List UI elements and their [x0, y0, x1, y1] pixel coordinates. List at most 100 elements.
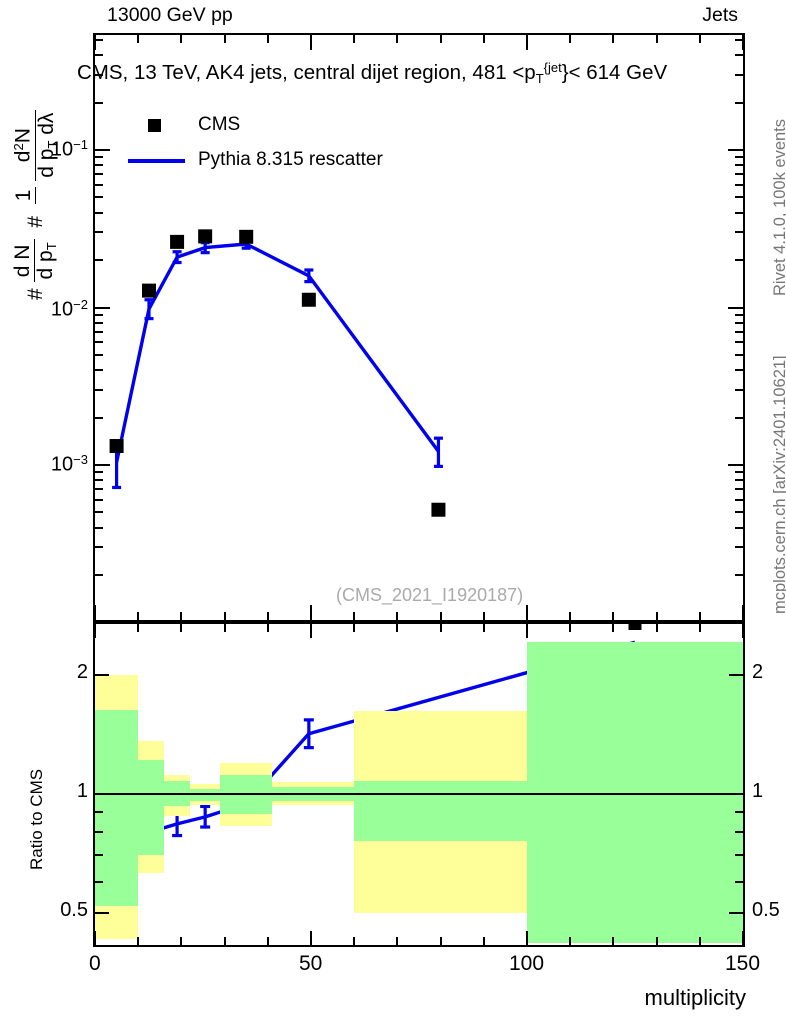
data-point-marker	[170, 234, 185, 249]
analysis-group-label: Jets	[702, 4, 738, 26]
axis-tick	[735, 574, 743, 577]
axis-tick	[735, 73, 743, 76]
ratio-tick-label-left: 2	[76, 661, 88, 683]
legend-label-cms: CMS	[198, 114, 241, 135]
axis-tick	[728, 306, 743, 309]
axis-tick	[95, 488, 103, 491]
axis-tick	[735, 353, 743, 356]
axis-tick	[95, 574, 103, 577]
data-point-marker	[239, 229, 254, 244]
axis-tick	[95, 912, 109, 914]
axis-tick	[137, 612, 140, 620]
axis-tick	[735, 479, 743, 482]
axis-tick	[482, 612, 485, 620]
axis-tick	[735, 54, 743, 57]
axis-tick	[95, 854, 103, 857]
axis-tick	[612, 35, 615, 43]
main-data-overlay	[109, 229, 446, 517]
axis-tick	[95, 526, 103, 529]
axis-tick	[95, 156, 103, 159]
axis-tick	[735, 321, 743, 324]
axis-tick	[735, 488, 743, 491]
axis-tick	[729, 793, 743, 795]
axis-tick	[95, 793, 109, 795]
axis-tick	[137, 624, 140, 632]
main-plot-panel	[93, 33, 745, 622]
axis-tick	[180, 937, 183, 945]
beam-energy-label: 13000 GeV pp	[107, 4, 233, 26]
mc-errorbar	[304, 268, 314, 284]
axis-tick	[655, 612, 658, 620]
axis-tick	[95, 101, 103, 104]
axis-tick	[310, 624, 312, 638]
axis-tick	[95, 369, 103, 372]
plot-title-suffix: }< 614 GeV	[561, 60, 668, 84]
axis-tick	[735, 831, 743, 834]
axis-tick	[742, 624, 744, 638]
mc-errorbar	[172, 250, 182, 265]
data-point-marker	[198, 229, 213, 244]
axis-tick	[735, 231, 743, 234]
axis-tick	[95, 149, 110, 151]
mc-line	[114, 242, 440, 463]
rivet-credit-label: Rivet 4.1.0, 100k events	[771, 118, 786, 296]
plot-title-sub: T	[535, 70, 544, 86]
axis-tick	[353, 35, 356, 43]
axis-tick	[735, 330, 743, 333]
axis-tick	[95, 498, 103, 501]
axis-tick	[729, 912, 743, 914]
axis-tick	[526, 931, 528, 945]
legend-marker-square-icon	[148, 119, 161, 132]
axis-tick	[735, 313, 743, 316]
axis-tick	[735, 854, 743, 857]
axis-tick	[95, 73, 103, 76]
axis-tick	[735, 388, 743, 391]
axis-tick	[95, 471, 103, 474]
axis-tick	[728, 149, 743, 151]
axis-tick	[95, 54, 103, 57]
plot-title: CMS, 13 TeV, AK4 jets, central dijet reg…	[77, 60, 667, 86]
axis-tick	[95, 196, 103, 199]
axis-tick	[569, 624, 572, 632]
axis-tick	[95, 353, 103, 356]
axis-tick	[569, 35, 572, 43]
axis-tick	[353, 612, 356, 620]
ratio-tick-label-right: 2	[752, 661, 764, 683]
axis-tick	[94, 605, 96, 620]
mc-errorbar	[433, 436, 443, 468]
axis-tick	[735, 471, 743, 474]
axis-tick	[735, 811, 743, 814]
axis-tick	[396, 624, 399, 632]
uncertainty-band-inner	[354, 780, 527, 842]
axis-tick	[735, 341, 743, 344]
y-axis-tick-label: 10−2	[50, 297, 88, 321]
ratio-plot-panel	[93, 622, 745, 947]
y-axis-tick-label: 10−1	[50, 137, 88, 161]
axis-tick	[735, 196, 743, 199]
axis-tick	[735, 526, 743, 529]
axis-tick	[266, 35, 269, 43]
axis-tick	[439, 937, 442, 945]
axis-tick	[95, 173, 103, 176]
legend-marker-line-icon	[128, 159, 185, 163]
axis-tick	[729, 674, 743, 676]
axis-tick	[735, 259, 743, 262]
axis-tick	[266, 624, 269, 632]
axis-tick	[180, 624, 183, 632]
data-point-marker	[431, 502, 446, 517]
axis-tick	[735, 164, 743, 167]
axis-tick	[95, 464, 110, 466]
axis-tick	[137, 937, 140, 945]
plot-title-sup: {jet	[543, 60, 562, 75]
axis-tick	[735, 511, 743, 514]
axis-tick	[95, 831, 103, 834]
axis-tick	[742, 35, 744, 50]
axis-tick	[95, 416, 103, 419]
axis-tick	[95, 330, 103, 333]
axis-tick	[742, 931, 744, 945]
ratio-tick-label-right: 0.5	[752, 899, 780, 921]
axis-tick	[95, 811, 103, 814]
axis-tick	[735, 211, 743, 214]
axis-tick	[95, 164, 103, 167]
